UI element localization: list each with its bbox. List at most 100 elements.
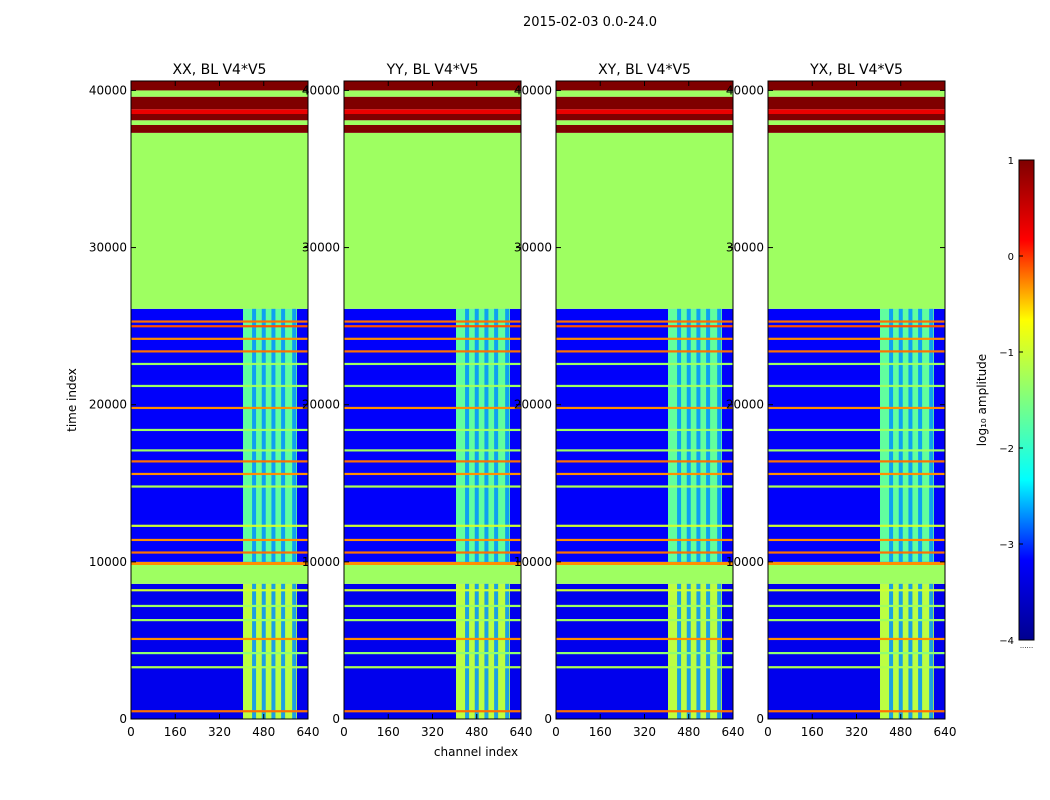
x-tick-label: 160 (377, 725, 400, 739)
heatmap-region (131, 96, 308, 110)
panel-1: XX, BL V4*V5 0 160 320 480 640 0 10000 20000 3000… (89, 62, 320, 739)
time-line (131, 619, 308, 622)
x-tick-label: 160 (589, 725, 612, 739)
time-line (768, 320, 945, 323)
heatmap-region (668, 583, 722, 719)
channel-stripe (677, 583, 682, 719)
heatmap-region (243, 583, 297, 719)
y-tick-label: 20000 (89, 398, 127, 412)
heatmap-region (556, 96, 733, 110)
time-line (131, 710, 308, 713)
time-line (344, 320, 521, 323)
colorbar-tick-label: −2 (999, 444, 1014, 455)
time-line (344, 472, 521, 476)
time-line (556, 589, 733, 592)
channel-stripe (484, 308, 489, 562)
channel-stripe (889, 583, 894, 719)
time-line (131, 406, 308, 410)
time-line (344, 538, 521, 542)
heatmap-region (456, 583, 510, 719)
time-line (344, 619, 521, 622)
heatmap-region (344, 125, 521, 133)
x-tick-label: 640 (297, 725, 320, 739)
channel-stripe (484, 583, 489, 719)
x-tick-label: 640 (722, 725, 745, 739)
channel-stripe (465, 308, 470, 562)
heatmap-region (344, 90, 521, 97)
time-line (768, 472, 945, 476)
heatmap-region (456, 308, 510, 562)
x-tick-label: 480 (465, 725, 488, 739)
time-line (344, 485, 521, 488)
time-line (344, 524, 521, 527)
time-line (131, 485, 308, 488)
figure-title: 2015-02-03 0.0-24.0 (523, 15, 657, 30)
y-tick-label: 0 (756, 712, 764, 726)
time-line (344, 551, 521, 554)
time-line (131, 350, 308, 353)
heatmap-region (344, 109, 521, 114)
panels: XX, BL V4*V5 0 160 320 480 640 0 10000 20000 3000… (89, 62, 957, 739)
panel-title: YY, BL V4*V5 (386, 62, 479, 78)
heatmap-region (768, 132, 945, 309)
y-tick-label: 20000 (514, 398, 552, 412)
y-tick-label: 20000 (726, 398, 764, 412)
time-line (556, 337, 733, 340)
time-line (556, 320, 733, 323)
time-line (344, 325, 521, 328)
time-line (768, 428, 945, 432)
channel-stripe (677, 308, 682, 562)
time-line (768, 524, 945, 527)
time-line (131, 325, 308, 328)
x-tick-label: 480 (252, 725, 275, 739)
heatmap-region (131, 90, 308, 97)
x-tick-label: 640 (934, 725, 957, 739)
x-tick-label: 320 (845, 725, 868, 739)
time-line (768, 337, 945, 340)
channel-stripe (281, 583, 286, 719)
time-line (768, 551, 945, 554)
time-line (556, 524, 733, 527)
heatmap-region (131, 561, 308, 565)
time-line (344, 449, 521, 452)
time-line (768, 666, 945, 669)
time-line (344, 362, 521, 366)
time-line (344, 350, 521, 353)
time-line (556, 325, 733, 328)
channel-stripe (292, 308, 297, 562)
heatmap-region (768, 565, 945, 584)
channel-stripe (908, 583, 913, 719)
channel-stripe (918, 308, 923, 562)
heatmap-region (768, 90, 945, 97)
time-line (556, 384, 733, 388)
heatmap-region (556, 109, 733, 114)
x-tick-label: 0 (127, 725, 135, 739)
heatmap-region (556, 125, 733, 133)
x-tick-label: 480 (677, 725, 700, 739)
time-line (556, 406, 733, 410)
y-tick-label: 30000 (726, 241, 764, 255)
time-line (768, 406, 945, 410)
panel-title: XX, BL V4*V5 (173, 62, 267, 78)
heatmap-region (556, 561, 733, 565)
channel-stripe (261, 583, 266, 719)
channel-stripe (696, 308, 701, 562)
heatmap-region (243, 308, 297, 562)
y-tick-label: 10000 (514, 555, 552, 569)
time-line (131, 666, 308, 669)
time-line (556, 449, 733, 452)
heatmap-region (556, 565, 733, 584)
time-line (131, 337, 308, 340)
time-line (131, 362, 308, 366)
time-line (556, 460, 733, 463)
time-line (556, 604, 733, 608)
channel-stripe (706, 583, 711, 719)
time-line (131, 384, 308, 388)
time-line (768, 619, 945, 622)
channel-stripe (292, 583, 297, 719)
time-line (556, 619, 733, 622)
heatmap-region (556, 114, 733, 121)
time-line (131, 524, 308, 527)
time-line (131, 637, 308, 641)
time-line (131, 428, 308, 432)
